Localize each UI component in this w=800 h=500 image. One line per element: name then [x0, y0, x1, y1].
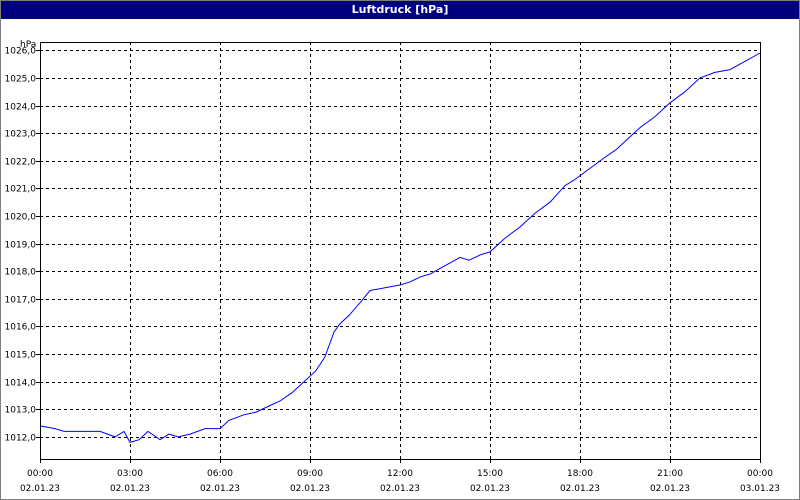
- x-tick-time-label: 12:00: [387, 469, 413, 479]
- window-title: Luftdruck [hPa]: [1, 1, 799, 19]
- y-tick-label: 1021,0: [5, 185, 37, 195]
- x-tick-time-label: 03:00: [117, 469, 143, 479]
- grid-layer: [40, 42, 760, 459]
- x-tick-time-label: 00:00: [747, 469, 773, 479]
- pressure-series-line: [39, 52, 761, 443]
- series-layer: [39, 52, 761, 443]
- x-tick-date-label: 02.01.23: [470, 484, 510, 494]
- y-tick-label: 1026,0: [5, 47, 37, 57]
- x-tick-date-label: 02.01.23: [380, 484, 420, 494]
- x-tick-date-label: 02.01.23: [650, 484, 690, 494]
- y-tick-label: 1020,0: [5, 213, 37, 223]
- y-tick-label: 1025,0: [5, 75, 37, 85]
- y-tick-label: 1012,0: [5, 434, 37, 444]
- x-tick-date-label: 02.01.23: [560, 484, 600, 494]
- x-tick-time-label: 00:00: [27, 469, 53, 479]
- y-tick-label: 1019,0: [5, 241, 37, 251]
- x-tick-time-label: 09:00: [297, 469, 323, 479]
- x-tick-time-label: 21:00: [657, 469, 683, 479]
- x-tick-date-label: 03.01.23: [740, 484, 780, 494]
- x-tick-date-label: 02.01.23: [110, 484, 150, 494]
- plot-frame: [40, 42, 761, 460]
- x-tick-time-label: 06:00: [207, 469, 233, 479]
- y-tick-label: 1013,0: [5, 406, 37, 416]
- x-tick-date-label: 02.01.23: [200, 484, 240, 494]
- y-tick-label: 1023,0: [5, 130, 37, 140]
- y-tick-label: 1014,0: [5, 379, 37, 389]
- y-tick-label: 1018,0: [5, 268, 37, 278]
- y-tick-label: 1022,0: [5, 158, 37, 168]
- x-tick-time-label: 15:00: [477, 469, 503, 479]
- y-tick-label: 1017,0: [5, 296, 37, 306]
- y-tick-label: 1024,0: [5, 103, 37, 113]
- x-tick-date-label: 02.01.23: [290, 484, 330, 494]
- x-tick-time-label: 18:00: [567, 469, 593, 479]
- axis-layer: [36, 42, 761, 463]
- label-layer: hPa 1012,0 1013,0 1014,0 1015,0 1016,0 1017,0…: [5, 40, 781, 494]
- x-tick-date-label: 02.01.23: [20, 484, 60, 494]
- y-tick-label: 1015,0: [5, 351, 37, 361]
- y-tick-label: 1016,0: [5, 323, 37, 333]
- y-axis-unit-label: hPa: [20, 40, 36, 50]
